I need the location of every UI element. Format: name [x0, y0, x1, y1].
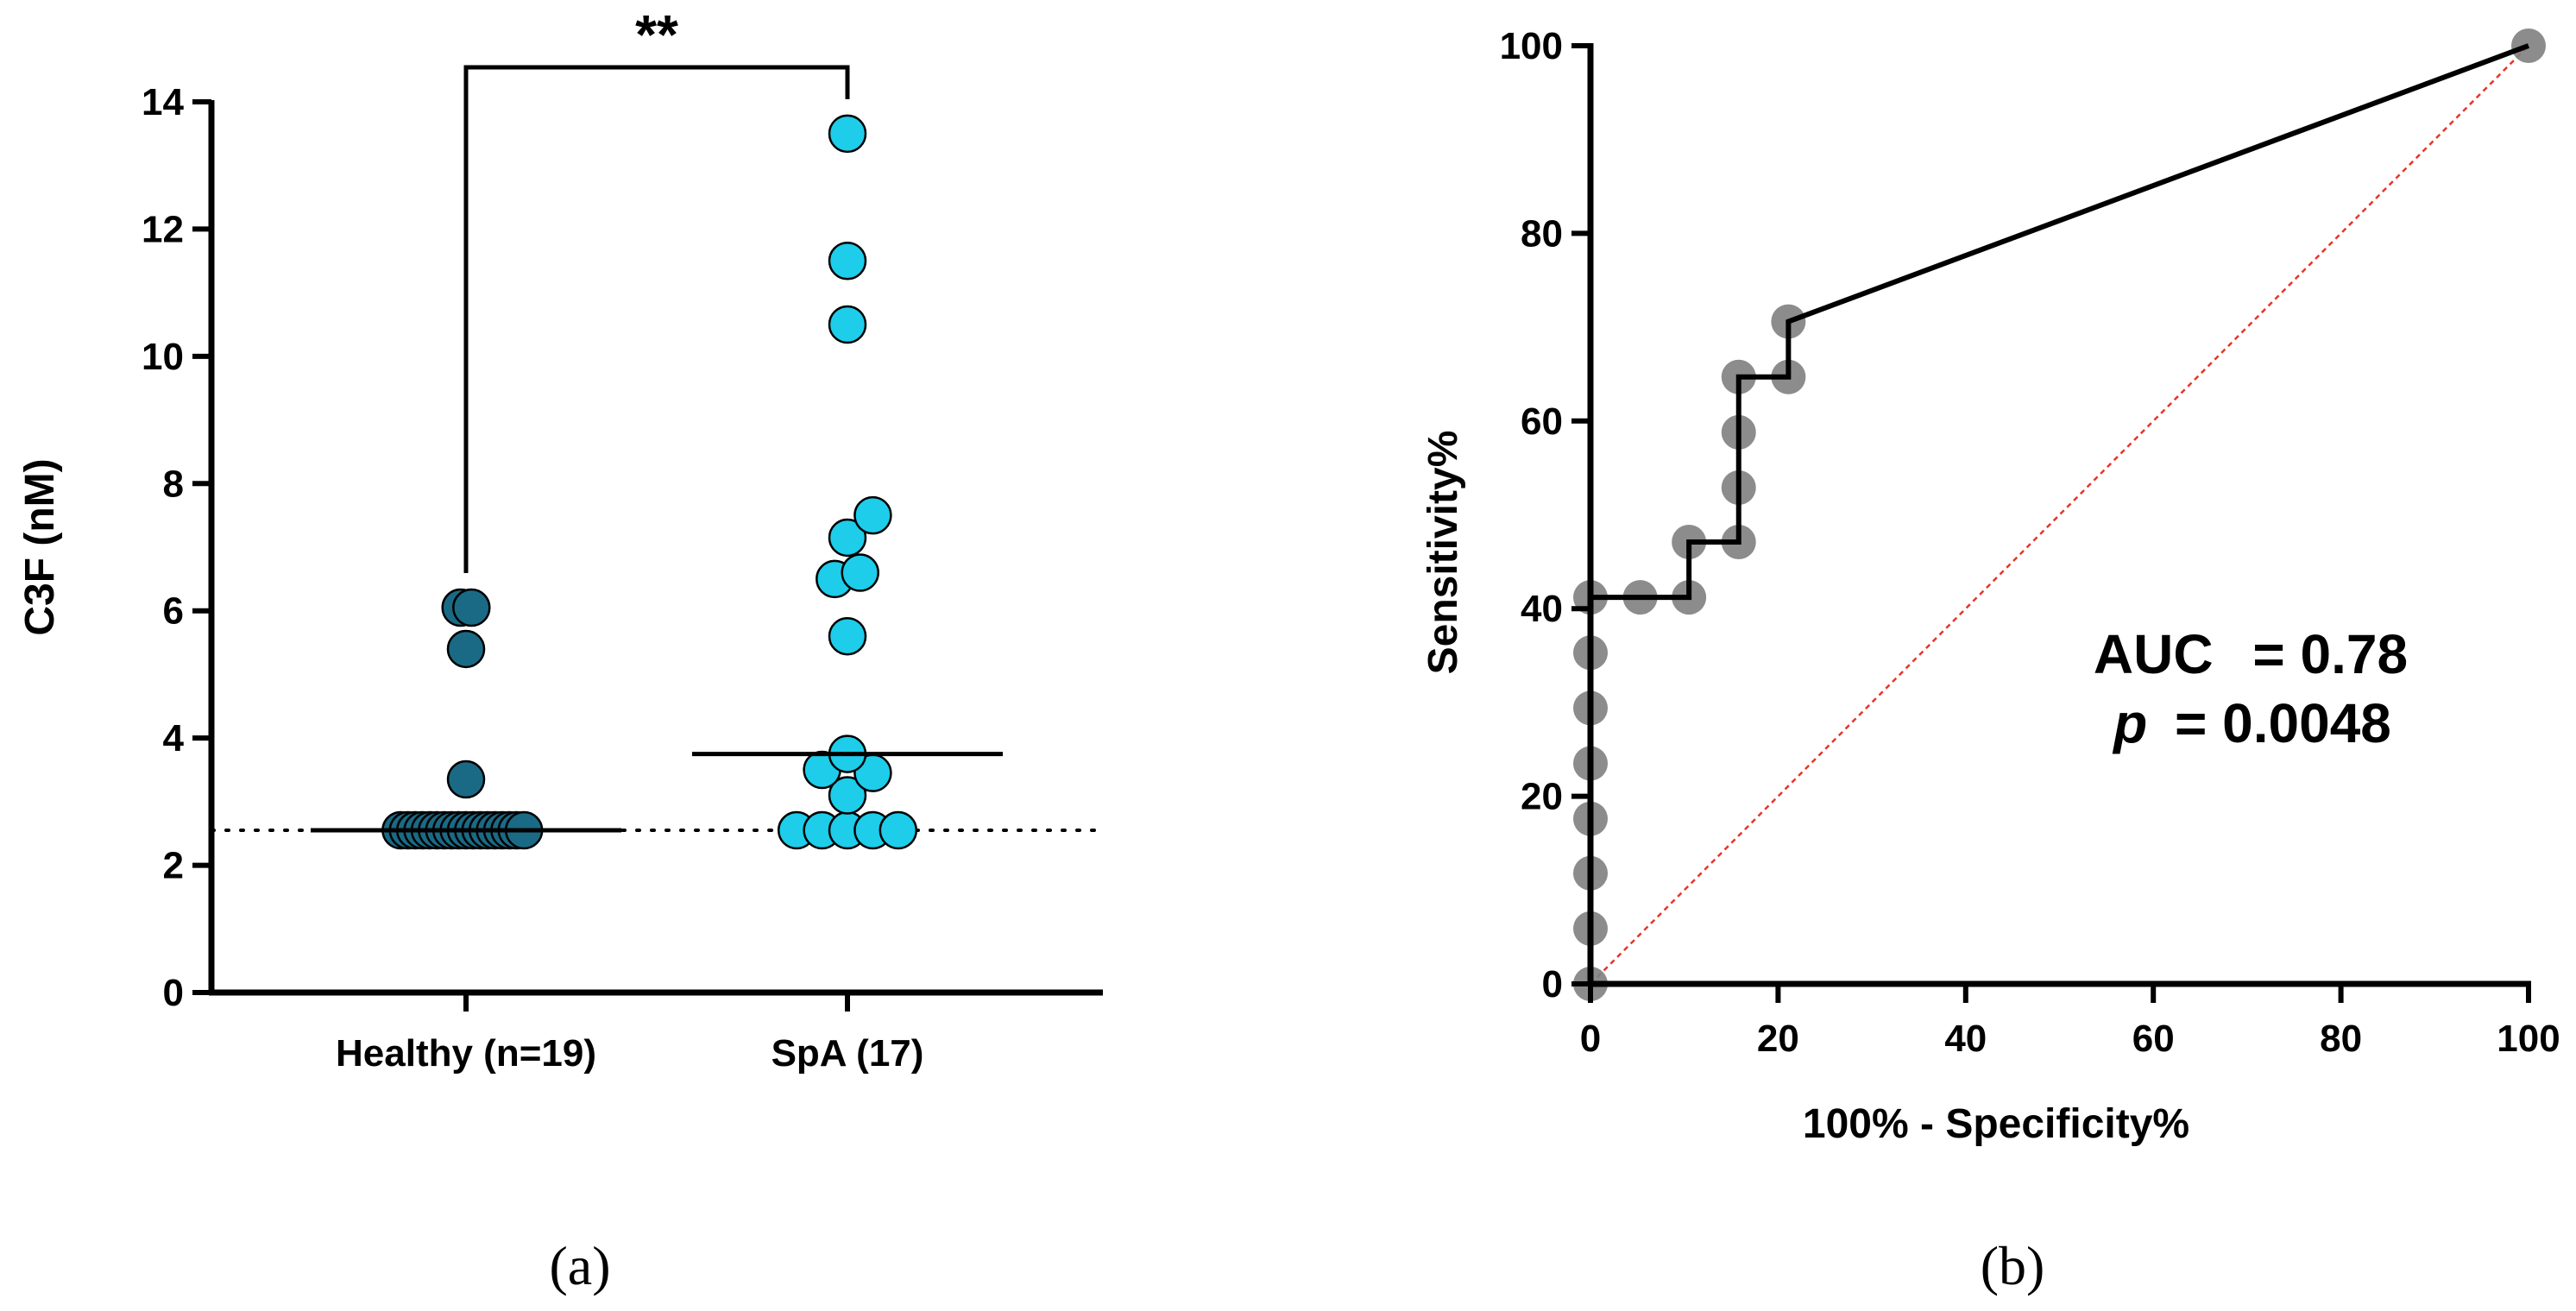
data-point [853, 495, 892, 535]
auc-value: = 0.78 [2252, 623, 2408, 685]
y-axis-title: Sensitivity% [1420, 431, 1466, 675]
y-tick-labels: 0 20 40 60 80 100 [1500, 25, 1563, 1005]
x-tick-label: 100 [2497, 1018, 2560, 1060]
auc-label: AUC [2094, 623, 2214, 685]
x-tick-label: 20 [1757, 1018, 1799, 1060]
x-tick-label: Healthy (n=19) [336, 1032, 596, 1075]
panel-label-b: (b) [1981, 1235, 2045, 1296]
data-point [828, 114, 867, 154]
reference-diagonal [1590, 45, 2529, 985]
data-point [828, 305, 867, 344]
y-tick-label: 8 [163, 463, 184, 505]
p-label: p [2112, 692, 2147, 754]
data-point [841, 553, 879, 592]
data-point [879, 810, 918, 850]
x-axis-title: 100% - Specificity% [1803, 1101, 2189, 1147]
x-tick-labels: 0 20 40 60 80 100 [1580, 1018, 2560, 1060]
data-point [446, 759, 486, 799]
bracket-line [463, 65, 850, 574]
data-point [452, 588, 491, 627]
x-tick-label: 40 [1944, 1018, 1987, 1060]
y-tick-label: 60 [1521, 400, 1563, 443]
data-points [381, 114, 918, 850]
data-point [828, 776, 867, 815]
panel-label-a: (a) [549, 1235, 610, 1296]
y-tick-label: 20 [1521, 776, 1563, 818]
x-tick-label: 0 [1580, 1018, 1601, 1060]
significance-bracket [463, 65, 850, 574]
x-tick-label: SpA (17) [772, 1032, 924, 1075]
y-tick-label: 4 [163, 717, 185, 759]
data-point [828, 616, 867, 656]
y-axis-title: C3F (nM) [17, 458, 63, 635]
x-tick-label: 80 [2320, 1018, 2362, 1060]
data-point [828, 242, 867, 280]
y-tick-label: 10 [142, 336, 184, 378]
y-tick-label: 40 [1521, 588, 1563, 630]
p-value: = 0.0048 [2175, 692, 2391, 754]
significance-stars: ** [635, 3, 678, 66]
p-value-annotation: p = 0.0048 [2112, 692, 2391, 754]
y-tick-label: 14 [142, 81, 184, 123]
panel-a-chart: ** 0 2 4 6 8 10 12 14 Healthy (n=19) SpA (17) C3… [17, 3, 1105, 1296]
axes [192, 99, 1103, 1012]
y-tick-label: 6 [163, 590, 184, 633]
y-tick-label: 12 [142, 208, 184, 250]
x-tick-label: 60 [2132, 1018, 2175, 1060]
y-tick-labels: 0 2 4 6 8 10 12 14 [142, 81, 184, 1014]
y-tick-label: 2 [163, 845, 184, 887]
y-tick-label: 0 [1542, 963, 1563, 1005]
panel-b-chart: 0 20 40 60 80 100 0 20 40 60 80 100 Sensitivity% 1… [1420, 25, 2560, 1296]
axes [1571, 43, 2531, 1003]
roc-line [1588, 43, 2530, 984]
data-point [446, 629, 486, 669]
y-tick-label: 80 [1521, 212, 1563, 255]
chance-line [1590, 45, 2529, 985]
roc-curve [1588, 43, 2530, 984]
median-lines [311, 752, 1003, 833]
y-tick-label: 0 [163, 972, 184, 1014]
y-tick-label: 100 [1500, 25, 1563, 67]
data-point [828, 518, 867, 558]
auc-annotation: AUC = 0.78 [2094, 623, 2408, 685]
x-tick-labels: Healthy (n=19) SpA (17) [336, 1032, 923, 1075]
